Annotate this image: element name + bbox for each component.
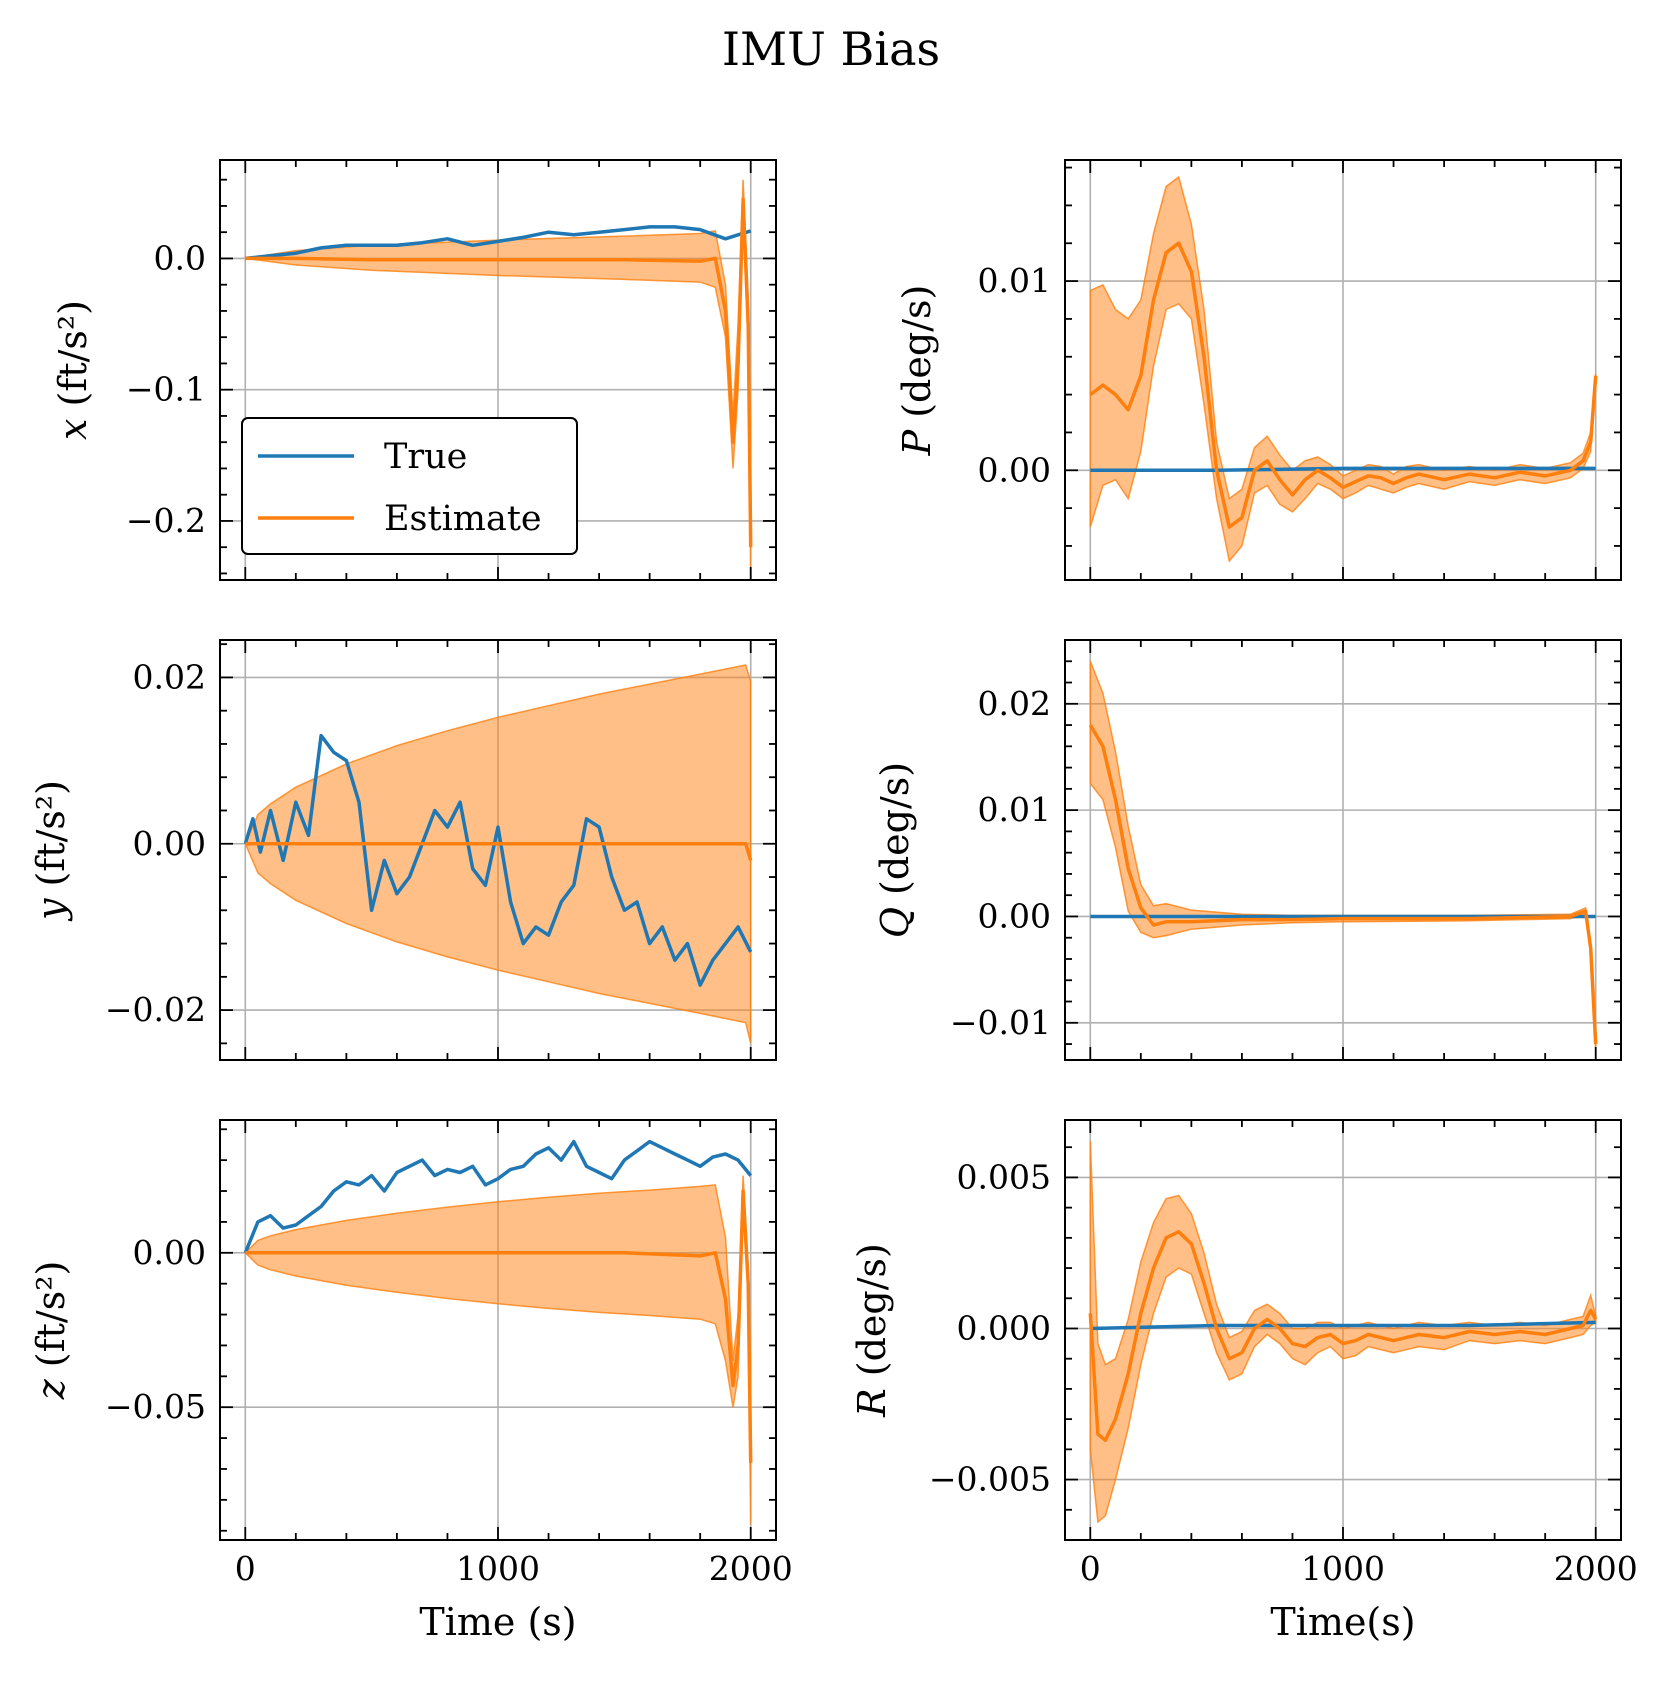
- panel-Q: −0.01 0.00 0.01 0.02 Q (deg/s): [873, 639, 1622, 1061]
- y-axis-symbol: x: [51, 419, 95, 440]
- estimate-line: [245, 842, 753, 861]
- y-axis-unit: (ft/s²): [51, 300, 95, 407]
- y-tick-label: 0.00: [978, 896, 1051, 935]
- y-tick-label: 0.000: [957, 1308, 1051, 1347]
- y-axis-symbol: y: [29, 898, 73, 922]
- y-tick-label: −0.02: [105, 990, 206, 1029]
- estimate-line: [245, 197, 753, 548]
- panel-x: −0.2 −0.1 0.0 x (ft/s²): [51, 159, 777, 581]
- ticks: [220, 1120, 776, 1540]
- legend-entry: True: [384, 437, 467, 477]
- y-axis-unit: (deg/s): [873, 762, 917, 895]
- estimate-band: [244, 1175, 752, 1525]
- y-tick-label: 0.01: [978, 261, 1051, 300]
- y-axis-unit: (ft/s²): [29, 780, 73, 887]
- y-tick-label: 0.005: [957, 1157, 1051, 1196]
- y-tick-label: −0.1: [126, 370, 206, 409]
- figure-title: IMU Bias: [722, 22, 940, 76]
- y-tick-label: 0.02: [978, 684, 1051, 723]
- ticks: [220, 160, 776, 580]
- x-tick-label: 1000: [1301, 1549, 1385, 1588]
- true-line: [245, 225, 752, 261]
- y-axis-label: x (ft/s²): [51, 300, 95, 440]
- ticks: [220, 640, 776, 1060]
- panel-z: −0.05 0.00 0 1000 2000 Time (s) z (ft/s²): [29, 1119, 793, 1644]
- y-axis-unit: (ft/s²): [29, 1261, 73, 1368]
- x-axis-label: Time(s): [1270, 1600, 1415, 1644]
- y-axis-label: z (ft/s²): [29, 1261, 73, 1401]
- x-axis-label: Time (s): [419, 1600, 576, 1644]
- grid: [1065, 640, 1621, 1060]
- legend: True Estimate: [241, 417, 578, 555]
- x-tick-label: 0: [235, 1549, 256, 1588]
- y-tick-label: −0.2: [126, 501, 206, 540]
- y-axis-unit: (deg/s): [850, 1243, 894, 1376]
- y-axis-label: Q (deg/s): [873, 762, 917, 938]
- true-line: [243, 1139, 753, 1254]
- x-tick-label: 2000: [1554, 1549, 1638, 1588]
- estimate-line: [245, 1189, 753, 1463]
- estimate-line: [1089, 241, 1598, 529]
- estimate-line: [1088, 724, 1598, 1045]
- grid: [220, 1120, 776, 1540]
- true-line: [1090, 466, 1596, 473]
- y-tick-label: 0.01: [978, 790, 1051, 829]
- panels: −0.2 −0.1 0.0 x (ft/s²) 0.00 0.01 P (deg/s) −0.02…: [29, 159, 1638, 1644]
- estimate-band: [244, 664, 752, 1044]
- y-axis-label: P (deg/s): [895, 285, 939, 457]
- legend-entry: Estimate: [384, 499, 542, 539]
- true-line: [243, 733, 753, 987]
- estimate-line: [1088, 1230, 1598, 1443]
- ticks: [1065, 639, 1621, 1060]
- y-axis-symbol: P: [895, 428, 939, 456]
- y-axis-symbol: R: [850, 1388, 894, 1418]
- y-tick-label: 0.00: [133, 824, 206, 863]
- y-tick-label: 0.02: [133, 657, 206, 696]
- x-tick-label: 2000: [709, 1549, 793, 1588]
- y-axis-label: R (deg/s): [850, 1243, 894, 1418]
- y-axis-label: y (ft/s²): [29, 780, 73, 922]
- ticks: [1065, 1120, 1621, 1541]
- y-tick-label: 0.00: [978, 450, 1051, 489]
- y-axis-symbol: Q: [873, 907, 917, 938]
- y-axis-symbol: z: [29, 1378, 73, 1400]
- y-axis-unit: (deg/s): [895, 285, 939, 418]
- true-line: [1090, 1320, 1596, 1331]
- panel-P: 0.00 0.01 P (deg/s): [895, 159, 1622, 581]
- y-tick-label: −0.005: [929, 1460, 1051, 1499]
- y-tick-label: 0.00: [133, 1233, 206, 1272]
- x-tick-label: 1000: [456, 1549, 540, 1588]
- legend-box: [241, 417, 578, 555]
- x-tick-label: 0: [1080, 1549, 1101, 1588]
- y-tick-label: −0.01: [950, 1003, 1051, 1042]
- ticks: [1065, 160, 1621, 580]
- panel-R: −0.005 0.000 0.005 0 1000 2000 Time(s) R (deg/s): [850, 1119, 1638, 1644]
- y-tick-label: −0.05: [105, 1387, 206, 1426]
- y-tick-label: 0.0: [154, 238, 206, 277]
- panel-y: −0.02 0.00 0.02 y (ft/s²): [29, 639, 777, 1061]
